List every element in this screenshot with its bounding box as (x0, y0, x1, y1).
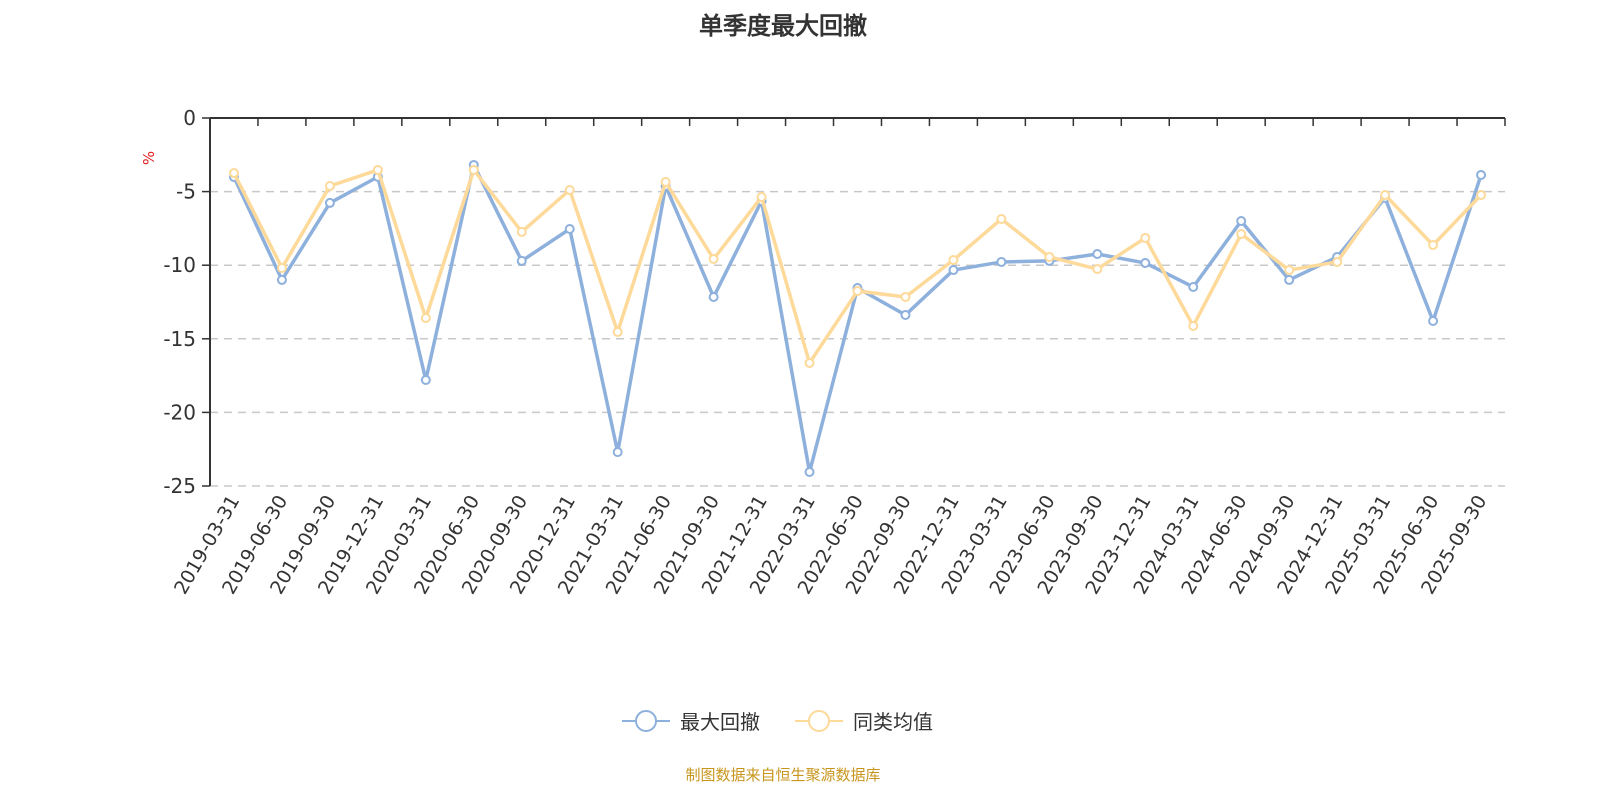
data-point (708, 254, 719, 265)
data-point (468, 164, 479, 175)
data-point (1428, 240, 1439, 251)
data-point (996, 256, 1007, 267)
data-point (324, 181, 335, 192)
data-point (612, 327, 623, 338)
data-point (948, 255, 959, 266)
data-point (1188, 320, 1199, 331)
data-point (1092, 249, 1103, 260)
data-point (900, 309, 911, 320)
y-tick-label: -5 (176, 180, 196, 204)
data-point (564, 184, 575, 195)
data-point (612, 447, 623, 458)
legend-label: 最大回撤 (680, 710, 760, 734)
y-tick-label: 0 (183, 106, 196, 130)
data-point (1476, 189, 1487, 200)
legend-label: 同类均值 (853, 710, 933, 734)
data-point (1332, 256, 1343, 267)
data-point (1140, 232, 1151, 243)
data-point (516, 226, 527, 237)
data-point (1092, 264, 1103, 275)
data-point (1284, 265, 1295, 276)
series-1 (228, 159, 1487, 478)
y-axis-label: % (140, 151, 158, 165)
data-point (804, 467, 815, 478)
data-point (420, 313, 431, 324)
series-2 (228, 164, 1487, 368)
series-line (232, 168, 1483, 365)
data-point (900, 291, 911, 302)
legend-marker (808, 710, 830, 732)
data-point (324, 197, 335, 208)
data-point (1380, 189, 1391, 200)
data-point (276, 262, 287, 273)
data-point (1044, 251, 1055, 262)
y-tick-label: -15 (163, 327, 196, 351)
data-point (228, 168, 239, 179)
data-point (1236, 216, 1247, 227)
source-note: 制图数据来自恒生聚源数据库 (685, 766, 881, 784)
data-point (852, 285, 863, 296)
data-point (996, 213, 1007, 224)
data-point (660, 177, 671, 188)
data-point (516, 255, 527, 266)
data-point (1188, 281, 1199, 292)
legend-marker (635, 710, 657, 732)
data-point (420, 375, 431, 386)
data-point (708, 291, 719, 302)
y-tick-label: -25 (163, 474, 196, 498)
data-point (948, 265, 959, 276)
y-tick-label: -10 (163, 253, 196, 277)
data-point (1476, 169, 1487, 180)
y-tick-label: -20 (163, 400, 196, 424)
data-point (1428, 315, 1439, 326)
data-point (372, 164, 383, 175)
data-point (276, 274, 287, 285)
chart-title: 单季度最大回撤 (699, 12, 867, 40)
data-point (564, 223, 575, 234)
data-point (1284, 274, 1295, 285)
data-point (756, 192, 767, 203)
data-point (1140, 257, 1151, 268)
data-point (1236, 228, 1247, 239)
data-point (804, 357, 815, 368)
